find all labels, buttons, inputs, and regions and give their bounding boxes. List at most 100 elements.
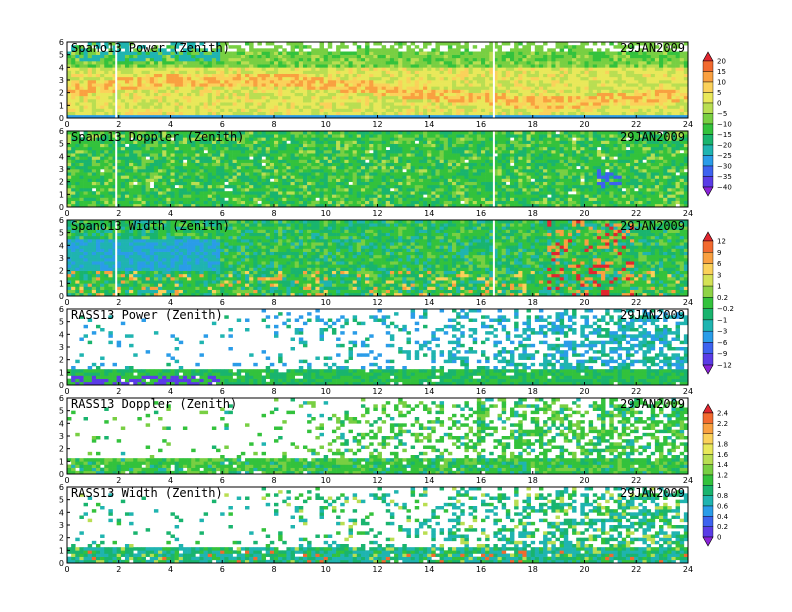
heatmap-cell [240, 194, 246, 198]
heatmap-cell [663, 73, 668, 78]
heatmap-cell [253, 131, 258, 135]
heatmap-cell [315, 57, 320, 62]
heatmap-cell [302, 108, 308, 112]
heatmap-cell [530, 83, 536, 87]
heatmap-cell [67, 108, 72, 112]
heatmap-cell [91, 114, 97, 119]
heatmap-cell [406, 51, 411, 55]
heatmap-cell [348, 89, 353, 93]
heatmap-cell [261, 89, 267, 93]
heatmap-cell [294, 188, 300, 192]
heatmap-cell [207, 114, 213, 119]
heatmap-cell [207, 150, 213, 154]
heatmap-cell [667, 64, 672, 68]
x-tick-label: 24 [683, 120, 693, 129]
heatmap-cell [290, 140, 295, 144]
heatmap-cell [360, 51, 366, 55]
heatmap-cell [327, 70, 333, 74]
heatmap-cell [464, 95, 469, 100]
heatmap-cell [286, 108, 291, 112]
heatmap-cell [319, 54, 324, 59]
heatmap-cell [166, 181, 171, 186]
heatmap-cell [323, 200, 329, 205]
heatmap-cell [427, 108, 432, 112]
heatmap-cell [584, 83, 589, 87]
heatmap-cell [129, 150, 134, 154]
heatmap-cell [331, 51, 337, 55]
heatmap-cell [224, 131, 229, 135]
heatmap-cell [365, 83, 370, 87]
heatmap-cell [216, 143, 221, 148]
heatmap-cell [481, 64, 486, 68]
heatmap-cell [323, 99, 329, 103]
heatmap-cell [162, 175, 167, 179]
heatmap-cell [410, 73, 416, 78]
heatmap-cell [282, 156, 287, 160]
heatmap-cell [418, 89, 424, 93]
heatmap-cell [79, 83, 84, 87]
heatmap-cell [307, 61, 312, 65]
heatmap-cell [211, 194, 217, 198]
heatmap-cell [207, 54, 213, 59]
heatmap-cell [67, 95, 72, 100]
heatmap-cell [634, 73, 639, 78]
heatmap-cell [207, 83, 213, 87]
heatmap-cell [249, 203, 254, 208]
heatmap-cell [104, 200, 109, 205]
heatmap-cell [621, 89, 627, 93]
heatmap-cell [464, 105, 469, 109]
heatmap-cell [431, 70, 436, 74]
heatmap-cell [133, 184, 138, 189]
heatmap-cell [493, 105, 498, 109]
heatmap-cell [104, 95, 109, 100]
heatmap-cell [158, 61, 163, 65]
heatmap-cell [530, 108, 536, 112]
heatmap-cell [580, 57, 585, 62]
heatmap-cell [108, 194, 113, 198]
heatmap-cell [104, 45, 109, 49]
heatmap-cell [182, 105, 188, 109]
heatmap-cell [199, 51, 204, 55]
heatmap-cell [555, 89, 560, 93]
heatmap-cell [166, 102, 171, 106]
heatmap-cell [195, 181, 200, 186]
heatmap-cell [178, 64, 184, 68]
heatmap-cell [563, 108, 569, 112]
heatmap-cell [265, 175, 271, 179]
heatmap-cell [394, 102, 399, 106]
heatmap-cell [67, 64, 72, 68]
heatmap-cell [667, 48, 672, 52]
heatmap-cell [79, 188, 84, 192]
heatmap-cell [75, 48, 80, 52]
heatmap-cell [145, 203, 151, 208]
heatmap-cell [182, 108, 188, 112]
heatmap-cell [514, 73, 519, 78]
heatmap-cell [282, 54, 287, 59]
heatmap-cell [526, 105, 531, 109]
heatmap-cell [120, 162, 126, 167]
heatmap-cells [67, 42, 689, 119]
heatmap-cell [592, 70, 598, 74]
heatmap-cell [294, 137, 300, 141]
heatmap-cell [145, 114, 151, 119]
heatmap-cell [100, 172, 105, 176]
heatmap-cell [381, 51, 387, 55]
heatmap-cell [423, 92, 428, 97]
heatmap-cell [245, 102, 250, 106]
heatmap-cell [278, 114, 283, 119]
heatmap-cell [286, 57, 291, 62]
heatmap-cell [526, 61, 531, 65]
heatmap-cell [526, 54, 531, 59]
heatmap-cell [137, 188, 142, 192]
heatmap-cell [493, 54, 498, 59]
heatmap-cell [249, 172, 254, 176]
heatmap-cell [452, 114, 457, 119]
heatmap-cell [365, 61, 370, 65]
heatmap-cell [257, 188, 262, 192]
heatmap-cell [530, 86, 536, 90]
heatmap-cell [427, 92, 432, 97]
heatmap-cell [191, 197, 196, 201]
heatmap-cell [232, 181, 238, 186]
heatmap-cell [381, 67, 387, 71]
heatmap-cell [116, 67, 122, 71]
